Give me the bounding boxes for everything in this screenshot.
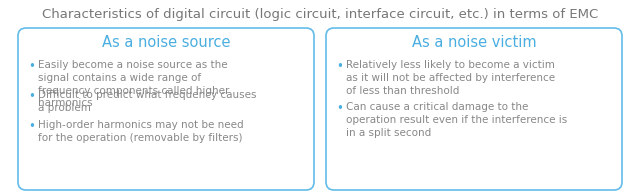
Text: Can cause a critical damage to the
operation result even if the interference is
: Can cause a critical damage to the opera… bbox=[346, 102, 567, 138]
Text: •: • bbox=[336, 60, 343, 73]
Text: •: • bbox=[28, 120, 35, 133]
Text: •: • bbox=[336, 102, 343, 115]
FancyBboxPatch shape bbox=[18, 28, 314, 190]
FancyBboxPatch shape bbox=[326, 28, 622, 190]
Text: As a noise source: As a noise source bbox=[102, 35, 230, 50]
Text: Relatively less likely to become a victim
as it will not be affected by interfer: Relatively less likely to become a victi… bbox=[346, 60, 555, 96]
Text: •: • bbox=[28, 60, 35, 73]
Text: Easily become a noise source as the
signal contains a wide range of
frequency co: Easily become a noise source as the sign… bbox=[38, 60, 229, 108]
Text: Difficult to predict what frequency causes
a problem: Difficult to predict what frequency caus… bbox=[38, 90, 257, 113]
Text: •: • bbox=[28, 90, 35, 103]
Text: Characteristics of digital circuit (logic circuit, interface circuit, etc.) in t: Characteristics of digital circuit (logi… bbox=[42, 8, 598, 21]
Text: High-order harmonics may not be need
for the operation (removable by filters): High-order harmonics may not be need for… bbox=[38, 120, 244, 143]
Text: As a noise victim: As a noise victim bbox=[412, 35, 536, 50]
